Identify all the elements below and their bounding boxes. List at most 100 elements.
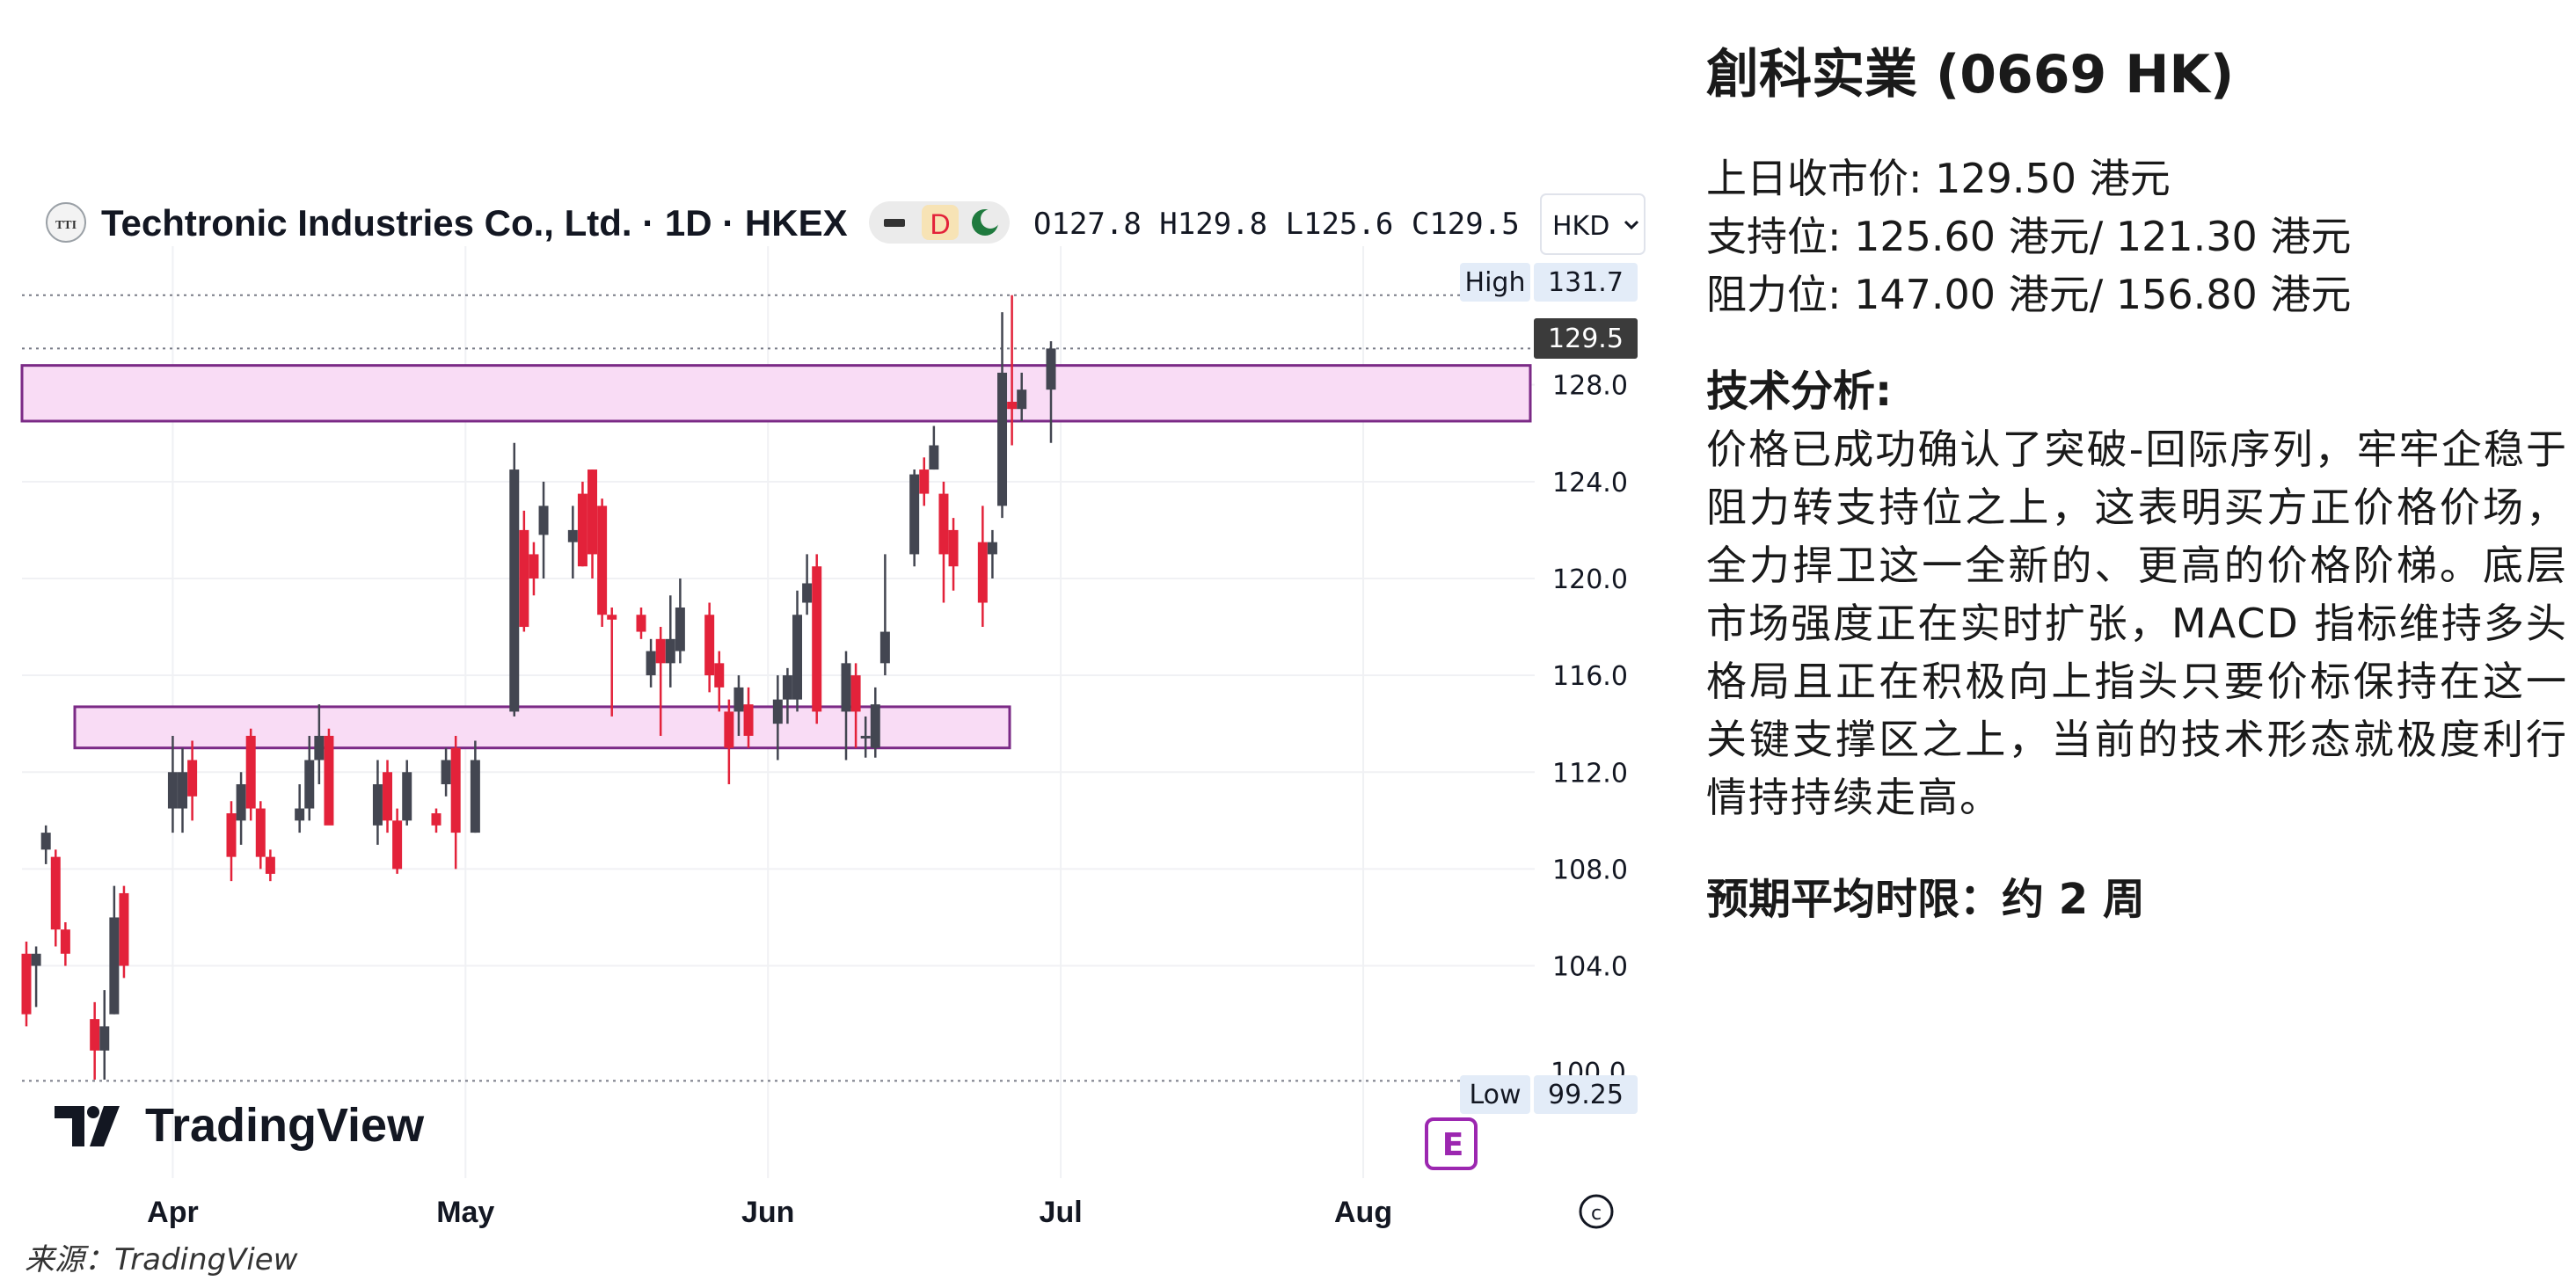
- candle[interactable]: [870, 687, 880, 758]
- candle[interactable]: [1017, 372, 1027, 421]
- candle[interactable]: [40, 825, 51, 864]
- candle[interactable]: [90, 1001, 100, 1080]
- candle[interactable]: [441, 747, 451, 797]
- candle[interactable]: [21, 942, 32, 1027]
- moon-icon[interactable]: [972, 209, 1000, 236]
- resistance-zone[interactable]: [20, 364, 1532, 423]
- candle-body: [812, 566, 822, 712]
- candle[interactable]: [383, 760, 393, 833]
- support-zone[interactable]: [73, 705, 1011, 750]
- candle[interactable]: [675, 578, 685, 664]
- candle[interactable]: [245, 728, 256, 821]
- candle[interactable]: [607, 608, 617, 717]
- candle[interactable]: [577, 481, 587, 567]
- minus-icon[interactable]: [884, 219, 905, 227]
- candle[interactable]: [724, 699, 734, 785]
- x-tick-label: Apr: [147, 1196, 199, 1229]
- candle[interactable]: [841, 651, 851, 760]
- candle[interactable]: [646, 638, 656, 688]
- candle[interactable]: [929, 426, 939, 470]
- candle[interactable]: [987, 529, 997, 579]
- chevron-down-icon: [1624, 220, 1639, 230]
- support-levels: 支持位: 125.60 港元/ 121.30 港元: [1706, 213, 2352, 260]
- candle[interactable]: [1046, 341, 1056, 443]
- low-value: 99.25: [1548, 1080, 1624, 1110]
- candle[interactable]: [714, 651, 725, 712]
- candle[interactable]: [997, 312, 1008, 519]
- y-axis[interactable]: 128.0 124.0 120.0 116.0 112.0 108.0 104.0: [1552, 371, 1628, 983]
- copyright-icon[interactable]: c: [1579, 1194, 1614, 1229]
- candle-body: [324, 735, 334, 826]
- candle[interactable]: [802, 554, 813, 615]
- candle[interactable]: [1007, 295, 1018, 446]
- symbol-logo[interactable]: [46, 202, 86, 243]
- symbol-title[interactable]: Techtronic Industries Co., Ltd. · 1D · H…: [101, 202, 848, 244]
- candle[interactable]: [509, 442, 520, 717]
- candle-body: [431, 813, 441, 826]
- candle[interactable]: [733, 675, 744, 736]
- candle[interactable]: [597, 498, 608, 628]
- candle-body: [802, 583, 813, 603]
- candle-body: [665, 638, 675, 664]
- candle[interactable]: [909, 469, 920, 567]
- candle[interactable]: [587, 469, 598, 579]
- candle[interactable]: [792, 590, 803, 712]
- price-chart[interactable]: TTI Techtronic Industries Co., Ltd. · 1D…: [0, 0, 1653, 1288]
- candle[interactable]: [567, 506, 578, 579]
- candle[interactable]: [655, 627, 666, 736]
- candle[interactable]: [431, 808, 441, 833]
- y-tick-label: 128.0: [1552, 371, 1628, 402]
- candle[interactable]: [538, 481, 549, 579]
- candle[interactable]: [948, 518, 959, 591]
- candle[interactable]: [450, 735, 461, 870]
- candle[interactable]: [470, 740, 480, 833]
- candle[interactable]: [392, 808, 403, 874]
- candle[interactable]: [31, 946, 41, 1008]
- candle[interactable]: [519, 510, 529, 632]
- candle[interactable]: [812, 554, 822, 724]
- stock-title: 創科实業 (0669 HK): [1706, 44, 2235, 106]
- candle[interactable]: [109, 885, 120, 1015]
- candle[interactable]: [402, 760, 412, 826]
- candle[interactable]: [850, 663, 861, 748]
- candle[interactable]: [255, 801, 266, 870]
- candle[interactable]: [938, 481, 949, 603]
- symbol-logo-text: TTI: [55, 219, 77, 232]
- candle[interactable]: [636, 608, 646, 639]
- candle-body: [655, 638, 666, 664]
- tradingview-logo: TradingView: [55, 1099, 425, 1152]
- candle[interactable]: [304, 735, 315, 821]
- candle[interactable]: [99, 990, 110, 1080]
- candle[interactable]: [324, 728, 334, 826]
- candle[interactable]: [295, 784, 305, 833]
- candle[interactable]: [236, 772, 246, 845]
- candle[interactable]: [977, 506, 988, 628]
- candle[interactable]: [704, 602, 715, 693]
- candle[interactable]: [178, 747, 188, 833]
- candle[interactable]: [372, 760, 383, 845]
- candle[interactable]: [60, 921, 70, 966]
- candle[interactable]: [665, 595, 675, 688]
- candle[interactable]: [782, 667, 792, 724]
- currency-select[interactable]: [1540, 193, 1646, 255]
- candle-body: [1017, 389, 1027, 410]
- candle-body: [675, 608, 685, 651]
- candle[interactable]: [226, 801, 237, 882]
- candle[interactable]: [860, 716, 871, 758]
- candle[interactable]: [879, 554, 890, 676]
- candle[interactable]: [529, 542, 539, 596]
- earnings-icon[interactable]: E: [1425, 1117, 1478, 1170]
- flag-d-badge[interactable]: [922, 205, 959, 240]
- candle-body: [265, 856, 275, 874]
- candle[interactable]: [167, 735, 178, 833]
- candle[interactable]: [919, 457, 930, 506]
- candle[interactable]: [743, 687, 754, 748]
- candle[interactable]: [187, 740, 198, 821]
- candle[interactable]: [50, 849, 61, 947]
- x-tick-label: Jun: [741, 1196, 794, 1229]
- candle[interactable]: [772, 675, 783, 760]
- x-axis[interactable]: Apr May Jun Jul Aug: [147, 1196, 1392, 1229]
- candle[interactable]: [314, 704, 325, 785]
- candle[interactable]: [265, 849, 275, 882]
- candle[interactable]: [119, 885, 129, 979]
